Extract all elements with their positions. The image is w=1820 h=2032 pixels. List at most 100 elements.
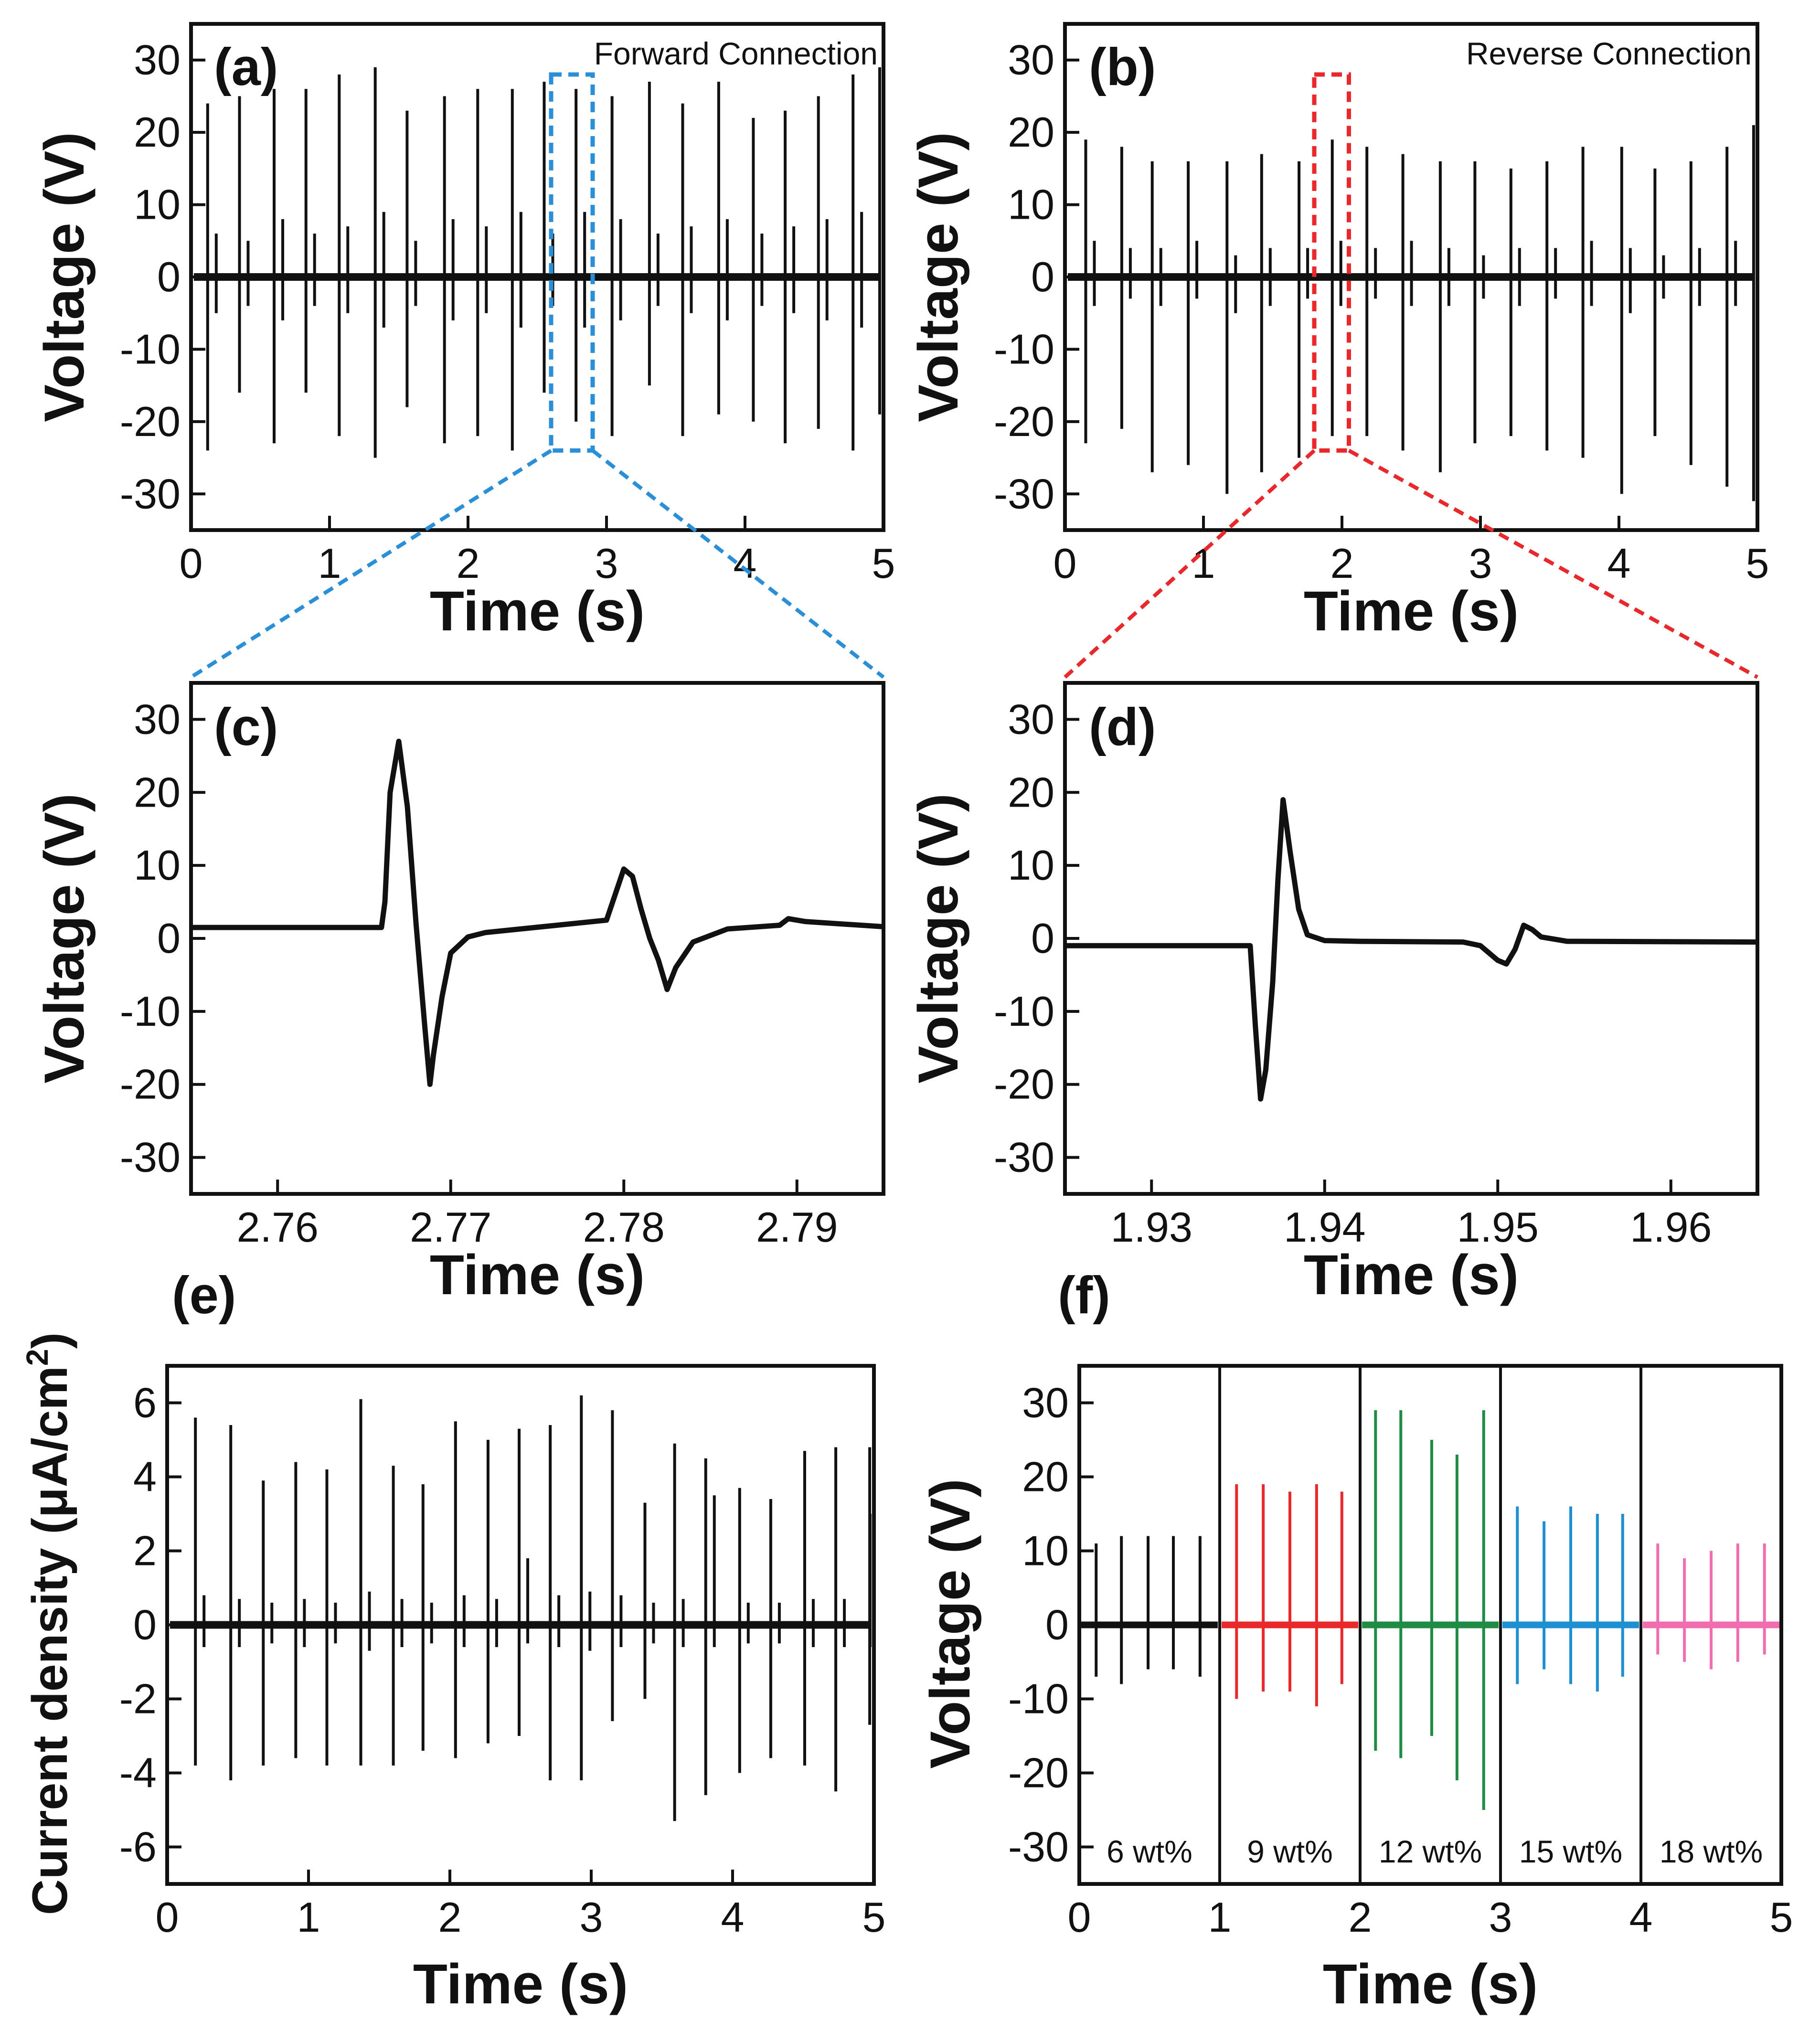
- panel-c-ylabel: Voltage (V): [33, 793, 96, 1084]
- panel-e-xtick-label: 0: [156, 1894, 179, 1941]
- panel-b-ytick-label: 0: [1031, 253, 1054, 300]
- panel-e-ytick-label: 0: [133, 1601, 157, 1649]
- panel-c-xlabel: Time (s): [430, 1244, 645, 1307]
- panel-d-xtick-label: 1.93: [1111, 1203, 1192, 1251]
- panel-d-ytick-label: -30: [994, 1134, 1054, 1181]
- panel-a-xtick-label: 1: [318, 540, 341, 587]
- panel-b-xtick-label: 5: [1746, 540, 1769, 587]
- panel-d-ytick-label: -20: [994, 1061, 1054, 1108]
- panel-e-xtick-label: 2: [438, 1894, 462, 1941]
- panel-a-label: (a): [214, 38, 278, 96]
- panel-d-ytick-label: 10: [1008, 841, 1054, 889]
- panel-b-xtick-label: 1: [1192, 540, 1215, 587]
- panel-f-xtick-label: 5: [1770, 1894, 1793, 1941]
- panel-c-ticks: 2.76 2.77 2.78 2.79 30 20 10 0 -10 -20 -30: [120, 695, 838, 1251]
- panel-c-trace: [191, 738, 884, 1087]
- panel-d-trace: [1065, 797, 1758, 1102]
- panel-f: (f) 6 wt% 9 wt% 12 wt% 15 wt% 18 wt% 0 1 2 3 4 5 3…: [919, 1266, 1793, 2016]
- panel-e-ticks: 0 1 2 3 4 5 6 4 2 0 -2 -4 -6: [119, 1379, 886, 1941]
- panel-f-xlabel: Time (s): [1323, 1953, 1538, 2016]
- panel-f-xtick-label: 3: [1489, 1894, 1512, 1941]
- panel-c-xtick-label: 2.78: [583, 1203, 665, 1251]
- panel-a-xtick-label: 4: [734, 540, 757, 587]
- panel-d: 1.93 1.94 1.95 1.96 30 20 10 0 -10 -20 -30 (d) Tim…: [907, 681, 1759, 1307]
- panel-d-xtick-label: 1.94: [1284, 1203, 1365, 1251]
- panel-f-plot: 6 wt% 9 wt% 12 wt% 15 wt% 18 wt%: [1081, 1366, 1779, 1884]
- panel-c-ytick-label: 20: [134, 768, 181, 816]
- panel-f-ylabel: Voltage (V): [919, 1479, 982, 1769]
- panel-d-ytick-label: -10: [994, 988, 1054, 1035]
- panel-e-xtick-label: 3: [580, 1894, 603, 1941]
- panel-f-ticks: 0 1 2 3 4 5 30 20 10 0 -10 -20 -30: [1008, 1379, 1793, 1941]
- panel-e-ytick-label: -4: [119, 1749, 157, 1797]
- panel-b-ytick-label: 20: [1008, 108, 1054, 156]
- panel-b-xtick-label: 2: [1330, 540, 1354, 587]
- panel-f-ytick-label: 10: [1022, 1527, 1069, 1575]
- panel-b-ytick-label: -30: [994, 470, 1054, 517]
- panel-a-xlabel: Time (s): [430, 580, 645, 643]
- panel-c-ytick-label: 0: [157, 915, 181, 962]
- panel-b-xtick-label: 4: [1607, 540, 1631, 587]
- panel-f-segment-label: 9 wt%: [1247, 1834, 1333, 1869]
- panel-c-ytick-label: 30: [134, 695, 181, 743]
- panel-c-xtick-label: 2.76: [237, 1203, 319, 1251]
- panel-a-ytick-label: 0: [157, 253, 181, 300]
- panel-b-ylabel: Voltage (V): [907, 132, 970, 422]
- panel-a-annotation: Forward Connection: [594, 36, 878, 71]
- panel-c-plot: [191, 738, 884, 1087]
- panel-a-ylabel: Voltage (V): [33, 132, 96, 422]
- panel-c-xtick-label: 2.77: [410, 1203, 491, 1251]
- panel-a-ytick-label: 20: [134, 108, 181, 156]
- panel-d-ytick-label: 30: [1008, 695, 1054, 743]
- panel-e-xtick-label: 4: [721, 1894, 745, 1941]
- panel-b-xtick-label: 0: [1054, 540, 1077, 587]
- panel-a-zoom-window: [549, 72, 595, 453]
- panel-a-xtick-label: 2: [457, 540, 480, 587]
- panel-f-segment-label: 12 wt%: [1379, 1834, 1482, 1869]
- panel-e-plot: [170, 1395, 872, 1821]
- panel-f-segment-label: 18 wt%: [1660, 1834, 1763, 1869]
- panel-d-ticks: 1.93 1.94 1.95 1.96 30 20 10 0 -10 -20 -30: [994, 695, 1712, 1251]
- panel-f-ytick-label: 30: [1022, 1379, 1069, 1426]
- panel-a-ytick-label: -10: [120, 325, 181, 372]
- panel-d-xlabel: Time (s): [1304, 1244, 1519, 1307]
- panel-f-xtick-label: 4: [1629, 1894, 1653, 1941]
- panel-b-ytick-label: 30: [1008, 36, 1054, 84]
- panel-f-ytick-label: -30: [1008, 1823, 1069, 1871]
- panel-c-ytick-label: 10: [134, 841, 181, 889]
- panel-f-xtick-label: 2: [1349, 1894, 1372, 1941]
- panel-f-xtick-label: 1: [1208, 1894, 1232, 1941]
- panel-c-xtick-label: 2.79: [756, 1203, 838, 1251]
- panel-f-label: (f): [1058, 1266, 1110, 1325]
- panel-f-segment-label: 6 wt%: [1107, 1834, 1192, 1869]
- panel-e-xtick-label: 5: [862, 1894, 886, 1941]
- panel-b: 0 1 2 3 4 5 30 20 10 0 -10 -20 -30 (b) Reverse Conne…: [907, 22, 1769, 643]
- panel-d-ylabel: Voltage (V): [907, 793, 970, 1084]
- panel-b-ytick-label: -20: [994, 398, 1054, 445]
- panel-b-xtick-label: 3: [1469, 540, 1492, 587]
- panel-d-label: (d): [1089, 698, 1156, 756]
- panel-e-ytick-label: -6: [119, 1823, 157, 1871]
- panel-a-xtick-label: 5: [872, 540, 895, 587]
- panel-e: (e) 0 1 2 3 4 5 6 4 2 0 -2 -4 -6 Time (s) Current de…: [20, 1266, 885, 2016]
- panel-e-xlabel: Time (s): [413, 1953, 628, 2016]
- panel-a-ytick-label: -30: [120, 470, 181, 517]
- panel-d-xtick-label: 1.95: [1457, 1203, 1539, 1251]
- panel-a-ytick-label: 30: [134, 36, 181, 84]
- panel-e-ylabel-superscript: 2: [20, 1349, 54, 1366]
- panel-d-plot: [1065, 797, 1758, 1102]
- panel-e-ylabel-close: ): [22, 1332, 78, 1349]
- panel-f-segment-label: 15 wt%: [1519, 1834, 1622, 1869]
- panel-b-zoom-window: [1312, 72, 1351, 453]
- panel-a-plot: [194, 67, 881, 458]
- zoom-guide-left-a: [190, 449, 553, 679]
- panel-b-label: (b): [1089, 38, 1156, 96]
- panel-c-label: (c): [214, 698, 278, 756]
- panel-c-ytick-label: -20: [120, 1061, 181, 1108]
- panel-b-ticks: 0 1 2 3 4 5 30 20 10 0 -10 -20 -30: [994, 36, 1769, 587]
- panel-e-xtick-label: 1: [297, 1894, 320, 1941]
- panel-e-ytick-label: 6: [133, 1379, 157, 1426]
- zoom-guide-right-a: [591, 449, 885, 679]
- zoom-guide-left-b: [1064, 449, 1316, 679]
